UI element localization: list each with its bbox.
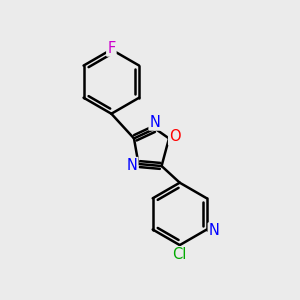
- Text: N: N: [127, 158, 137, 173]
- Text: N: N: [150, 115, 160, 130]
- Text: Cl: Cl: [172, 247, 187, 262]
- Text: F: F: [107, 40, 116, 56]
- Text: N: N: [209, 224, 220, 238]
- Text: O: O: [169, 129, 181, 144]
